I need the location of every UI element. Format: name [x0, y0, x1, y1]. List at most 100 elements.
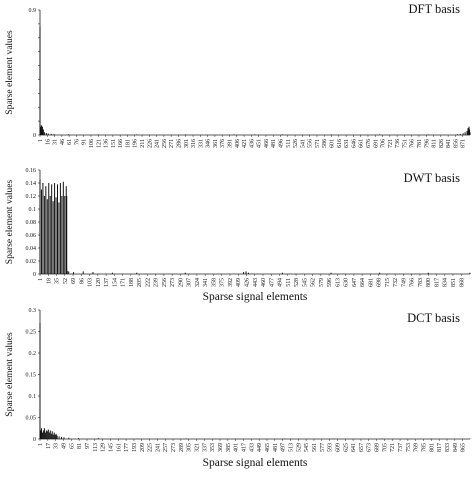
x-tick-label: 769: [414, 443, 420, 452]
x-tick-label: 69: [71, 278, 77, 284]
x-tick-label: 673: [367, 443, 373, 452]
x-tick-label: 865: [461, 443, 467, 452]
x-tick-label: 562: [311, 278, 317, 287]
x-tick-label: 81: [77, 443, 83, 449]
x-tick-label: 851: [451, 278, 457, 287]
x-tick-label: 766: [410, 139, 416, 148]
x-tick-label: 616: [337, 139, 343, 148]
x-tick-label: 211: [140, 139, 146, 148]
x-tick-label: 613: [335, 278, 341, 287]
x-tick-label: 817: [437, 443, 443, 452]
x-tick-label: 65: [69, 443, 75, 449]
x-tick-label: 166: [118, 139, 124, 148]
chart-title: DCT basis: [407, 311, 460, 325]
y-axis-label: Sparse element values: [5, 179, 15, 264]
y-tick-label: 0.05: [26, 416, 37, 422]
x-tick-label: 426: [244, 278, 250, 287]
x-tick-label: 301: [184, 139, 190, 148]
x-tick-label: 664: [360, 278, 366, 287]
x-tick-label: 849: [453, 443, 459, 452]
x-tick-label: 401: [234, 443, 240, 452]
x-tick-label: 811: [432, 139, 438, 148]
x-tick-label: 785: [422, 443, 428, 452]
x-tick-label: 481: [271, 139, 277, 148]
x-tick-label: 433: [249, 443, 255, 452]
x-tick-label: 33: [54, 443, 60, 449]
x-tick-label: 97: [85, 443, 91, 449]
x-tick-label: 154: [112, 278, 118, 287]
x-tick-label: 796: [424, 139, 430, 148]
x-tick-label: 18: [46, 278, 52, 284]
x-tick-label: 579: [319, 278, 325, 287]
x-tick-label: 225: [148, 443, 154, 452]
chart-title: DWT basis: [404, 171, 460, 185]
x-tick-label: 856: [453, 139, 459, 148]
x-tick-label: 705: [382, 443, 388, 452]
x-tick-label: 76: [74, 139, 80, 145]
x-tick-label: 120: [96, 278, 102, 287]
x-tick-label: 749: [401, 278, 407, 287]
x-tick-label: 392: [228, 278, 234, 287]
x-tick-label: 841: [446, 139, 452, 148]
y-tick-label: 0.25: [26, 330, 37, 336]
y-tick-label: 0.02: [26, 259, 37, 265]
x-tick-label: 436: [249, 139, 255, 148]
x-tick-label: 481: [273, 443, 279, 452]
y-tick-label: 0.15: [26, 373, 37, 379]
x-tick-label: 477: [269, 278, 275, 287]
x-tick-label: 17: [46, 443, 52, 449]
x-tick-label: 732: [393, 278, 399, 287]
x-tick-label: 205: [137, 278, 143, 287]
x-tick-label: 35: [55, 278, 61, 284]
x-tick-label: 783: [418, 278, 424, 287]
x-tick-label: 256: [162, 278, 168, 287]
x-tick-label: 91: [82, 139, 88, 145]
x-tick-label: 286: [176, 139, 182, 148]
x-tick-label: 271: [169, 139, 175, 148]
x-tick-label: 577: [320, 443, 326, 452]
x-tick-label: 121: [96, 139, 102, 148]
x-tick-label: 177: [124, 443, 130, 452]
y-tick-label: 0.3: [29, 308, 37, 314]
x-tick-label: 641: [351, 443, 357, 452]
x-tick-label: 751: [402, 139, 408, 148]
x-tick-label: 800: [426, 278, 432, 287]
x-tick-label: 106: [89, 139, 95, 148]
x-tick-label: 647: [352, 278, 358, 287]
y-tick-label: 0.14: [26, 181, 37, 187]
x-tick-label: 449: [257, 443, 263, 452]
x-tick-label: 241: [155, 443, 161, 452]
x-tick-label: 631: [344, 139, 350, 148]
x-tick-label: 331: [198, 139, 204, 148]
x-tick-label: 289: [179, 443, 185, 452]
dft-panel: 0 0.9 1 16 31 46 61 76 91 106 121 136 151 166 181 196 21…: [5, 2, 471, 148]
x-tick-label: 871: [461, 139, 467, 148]
x-tick-label: 209: [140, 443, 146, 452]
x-tick-label: 421: [242, 139, 248, 148]
x-tick-label: 16: [45, 139, 51, 145]
x-tick-label: 541: [300, 139, 306, 148]
y-tick-label: 0.04: [26, 246, 37, 252]
x-tick-label: 511: [286, 278, 292, 287]
x-tick-label: 834: [443, 278, 449, 287]
x-tick-label: 31: [53, 139, 59, 145]
y-tick-label: 0.9: [29, 8, 37, 14]
dwt-panel: 00.020.040.060.080.10.120.140.161 18 35 52 6…: [5, 168, 471, 303]
x-tick-label: 239: [154, 278, 160, 287]
x-tick-label: 290: [178, 278, 184, 287]
x-tick-label: 137: [104, 278, 110, 287]
x-axis-label: Sparse signal elements: [203, 291, 308, 303]
x-tick-label: 361: [213, 139, 219, 148]
x-tick-label: 129: [101, 443, 107, 452]
x-tick-label: 358: [211, 278, 217, 287]
x-tick-label: 561: [312, 443, 318, 452]
x-tick-label: 766: [410, 278, 416, 287]
x-tick-label: 868: [459, 278, 465, 287]
x-tick-label: 46: [60, 139, 66, 145]
x-tick-label: 113: [93, 443, 99, 452]
x-tick-label: 103: [88, 278, 94, 287]
x-tick-label: 136: [104, 139, 110, 148]
x-tick-label: 528: [294, 278, 300, 287]
